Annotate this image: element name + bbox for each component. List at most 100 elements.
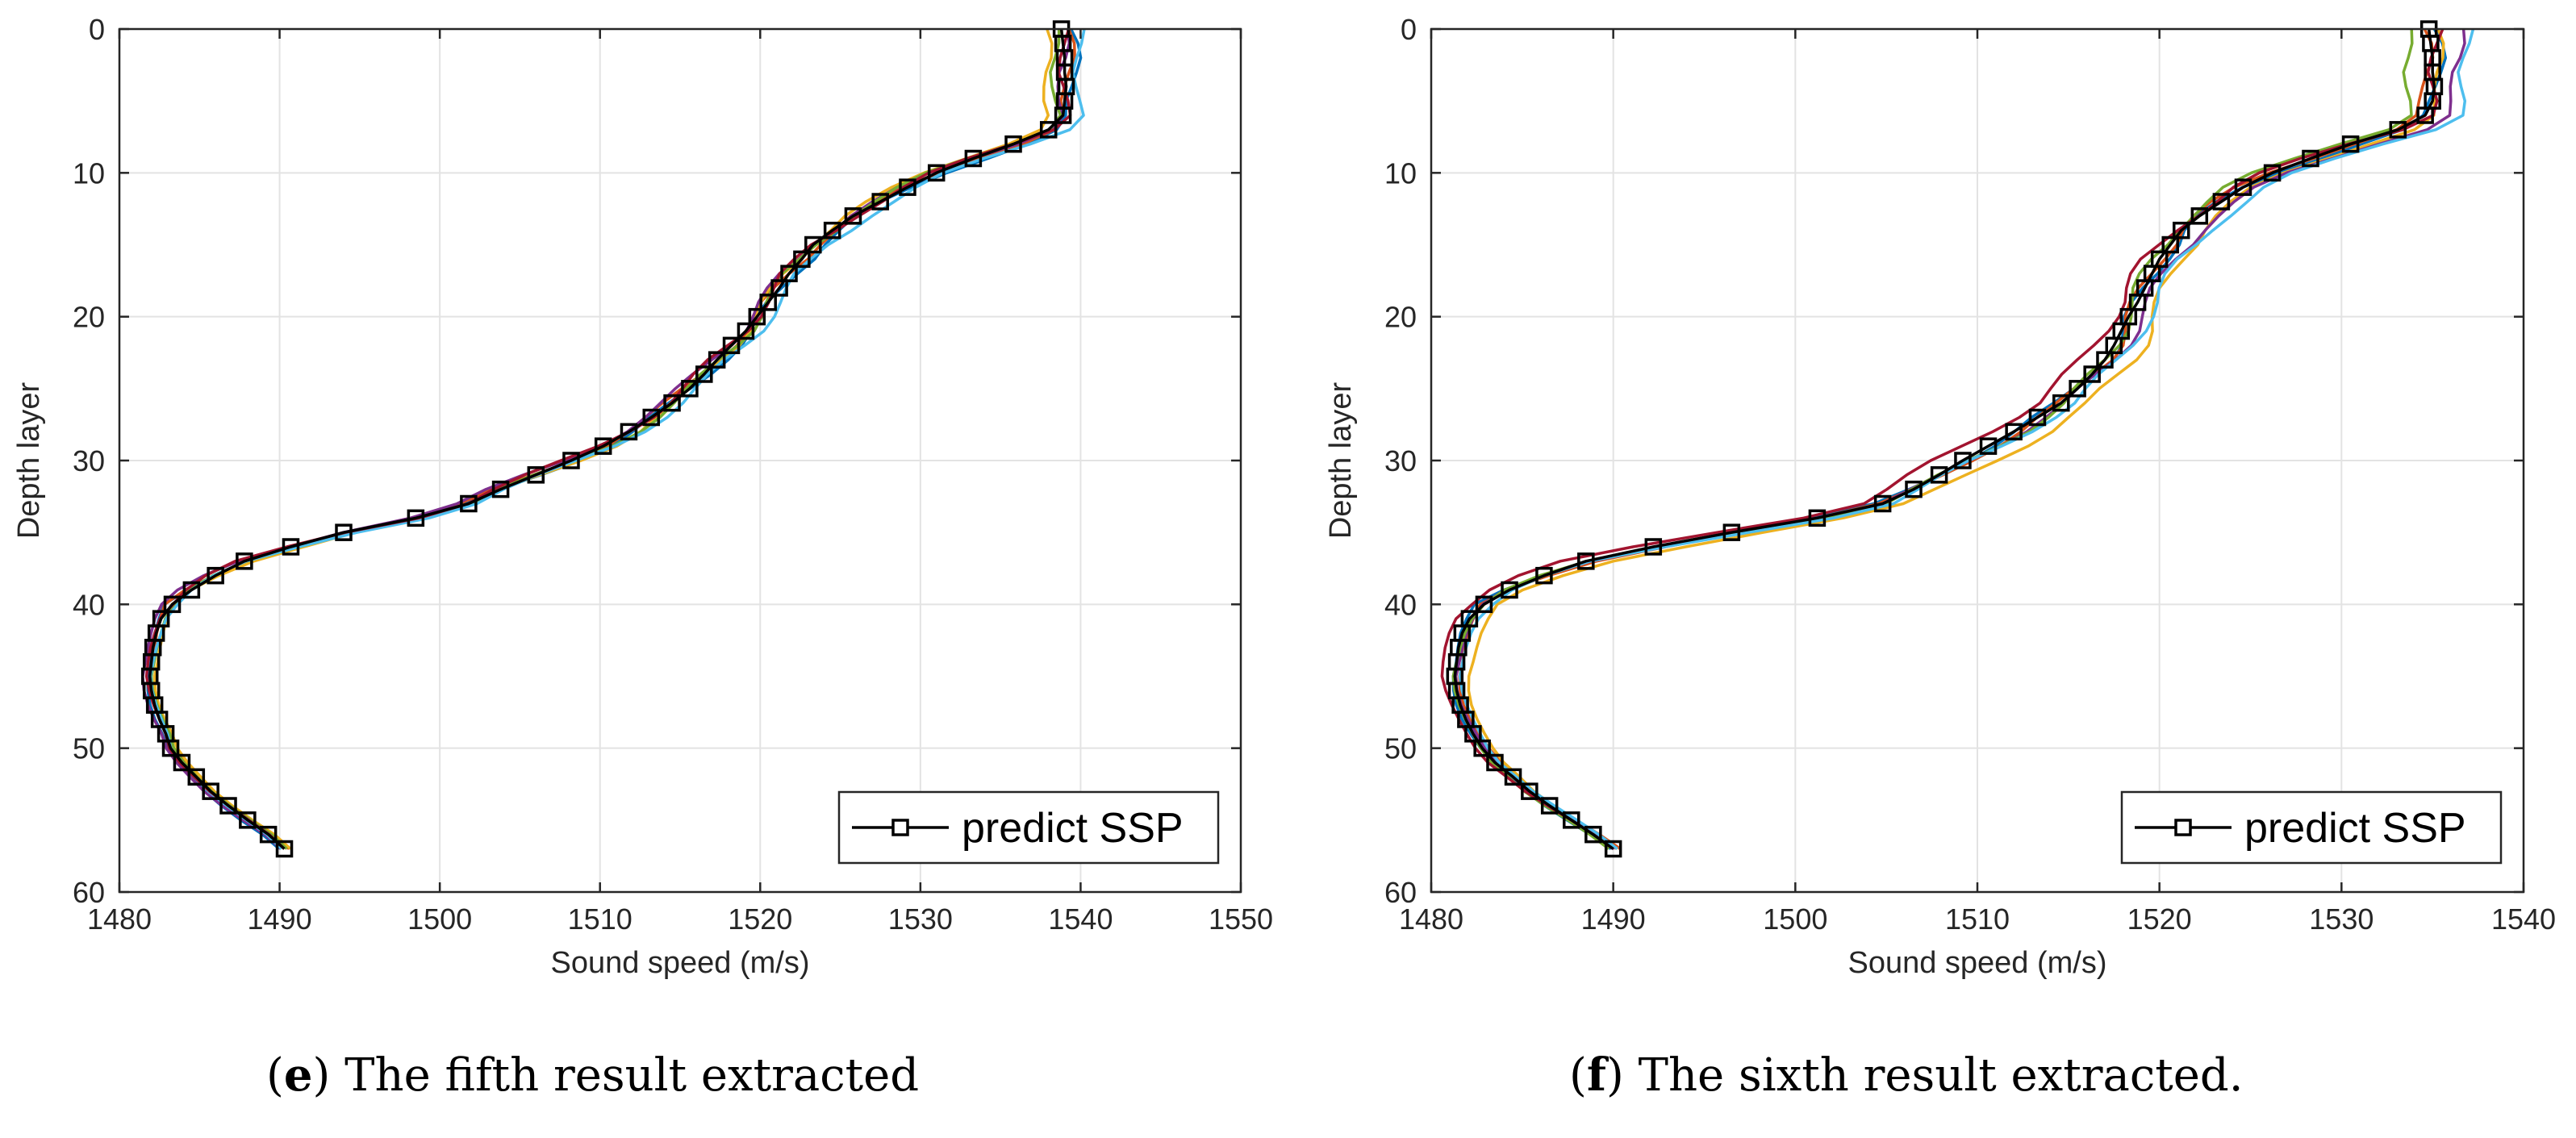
predict-ssp-marker xyxy=(187,768,206,786)
predict-ssp-marker xyxy=(202,782,219,800)
predict-ssp-marker xyxy=(663,394,681,412)
predict-ssp-marker xyxy=(275,840,294,858)
y-tick-label: 60 xyxy=(1384,876,1417,909)
predict-ssp-marker xyxy=(927,164,946,182)
predict-ssp-marker xyxy=(2161,236,2179,254)
predict-ssp-marker xyxy=(2052,394,2070,412)
predict-ssp-marker xyxy=(2069,380,2086,398)
predict-ssp-marker xyxy=(681,380,699,398)
legend-label: predict SSP xyxy=(2244,805,2466,852)
x-tick-label: 1480 xyxy=(1399,902,1463,936)
y-tick-label: 40 xyxy=(1384,588,1417,621)
predict-ssp-marker xyxy=(1475,595,1493,614)
predict-ssp-marker xyxy=(1954,452,1972,469)
predict-ssp-marker xyxy=(823,221,841,240)
x-tick-label: 1480 xyxy=(87,902,152,936)
predict-ssp-marker xyxy=(1584,825,1602,844)
y-tick-label: 10 xyxy=(1384,156,1417,190)
predict-ssp-marker xyxy=(804,236,822,254)
x-tick-label: 1520 xyxy=(728,902,792,936)
x-tick-label: 1500 xyxy=(1763,902,1827,936)
y-tick-label: 50 xyxy=(1384,732,1417,765)
predict-ssp-marker xyxy=(1905,480,1923,498)
x-axis-label: Sound speed (m/s) xyxy=(1847,946,2106,980)
y-tick-label: 20 xyxy=(73,301,105,334)
predict-ssp-marker xyxy=(282,538,300,556)
chart-e: 1480 1490 1500 1510 1520 1530 1540 1550 0 10 20 30 4… xyxy=(12,13,1273,980)
y-axis-label: Depth layer xyxy=(1324,381,1358,539)
x-tick-label: 1530 xyxy=(2309,902,2374,936)
predict-ssp-marker xyxy=(2234,178,2252,196)
legend-label: predict SSP xyxy=(962,805,1184,852)
predict-ssp-marker xyxy=(780,265,798,282)
predict-ssp-marker xyxy=(1808,509,1827,527)
legend-box xyxy=(2120,790,2503,865)
y-tick-label: 10 xyxy=(73,156,105,190)
y-tick-label: 0 xyxy=(1401,13,1417,46)
predict-ssp-marker xyxy=(1644,538,1663,556)
predict-ssp-marker xyxy=(259,825,278,844)
y-tick-label: 20 xyxy=(1384,301,1417,334)
predict-ssp-marker xyxy=(1054,106,1072,124)
predict-ssp-marker xyxy=(2302,149,2319,168)
predict-ssp-marker xyxy=(2096,351,2114,369)
chart-f: 1480 1490 1500 1510 1520 1530 1540 0 10 20 30 40 50 6… xyxy=(1324,13,2556,980)
predict-ssp-marker xyxy=(2105,336,2123,355)
predict-ssp-marker xyxy=(899,178,916,196)
predict-ssp-marker xyxy=(460,494,478,513)
predict-ssp-marker xyxy=(1979,437,1998,455)
x-tick-label: 1530 xyxy=(888,902,953,936)
predict-ssp-marker xyxy=(1604,840,1622,858)
predict-ssp-marker xyxy=(2005,423,2023,441)
caption-f: (f) The sixth result extracted. xyxy=(1569,1048,2244,1102)
predict-ssp-marker xyxy=(1930,466,1948,484)
legend-marker xyxy=(891,819,909,836)
predict-ssp-marker xyxy=(1004,135,1022,153)
predict-ssp-marker xyxy=(335,523,353,541)
predict-ssp-marker xyxy=(642,408,661,427)
predict-ssp-marker xyxy=(2128,294,2147,311)
predict-ssp-marker xyxy=(407,509,425,527)
predict-ssp-marker xyxy=(770,279,788,297)
predict-ssp-marker xyxy=(2028,408,2047,427)
x-tick-label: 1490 xyxy=(1581,902,1646,936)
predict-ssp-marker xyxy=(2190,207,2209,225)
predict-ssp-marker xyxy=(1722,523,1741,541)
predict-ssp-marker xyxy=(1486,753,1504,772)
y-tick-label: 30 xyxy=(73,444,105,477)
x-tick-label: 1500 xyxy=(407,902,472,936)
y-tick-label: 50 xyxy=(73,732,105,765)
predict-ssp-marker xyxy=(491,480,510,498)
predict-ssp-marker xyxy=(1473,739,1491,757)
caption-text: The sixth result extracted. xyxy=(1623,1049,2244,1102)
predict-ssp-marker xyxy=(759,294,777,311)
predict-ssp-marker xyxy=(219,797,237,815)
legend-marker xyxy=(2174,819,2192,836)
predict-ssp-marker xyxy=(844,207,862,225)
predict-ssp-marker xyxy=(1039,121,1058,139)
predict-ssp-marker xyxy=(527,466,545,484)
predict-ssp-marker xyxy=(239,811,257,829)
predict-ssp-marker xyxy=(236,552,253,570)
x-tick-label: 1540 xyxy=(1048,902,1113,936)
predict-ssp-marker xyxy=(748,307,766,326)
predict-ssp-marker xyxy=(161,739,180,757)
caption-text: The fifth result extracted xyxy=(330,1049,920,1102)
predict-ssp-marker xyxy=(1464,725,1482,743)
y-tick-label: 60 xyxy=(73,876,105,909)
x-tick-label: 1510 xyxy=(568,902,633,936)
caption-letter: f xyxy=(1586,1048,1606,1102)
predict-ssp-marker xyxy=(182,581,201,599)
predict-ssp-marker xyxy=(207,566,224,585)
x-tick-label: 1520 xyxy=(2127,902,2192,936)
predict-ssp-marker xyxy=(594,437,612,455)
predict-ssp-marker xyxy=(871,193,889,211)
predict-ssp-marker xyxy=(695,365,713,383)
predict-ssp-marker xyxy=(708,351,726,369)
x-axis-label: Sound speed (m/s) xyxy=(550,946,809,980)
predict-ssp-marker xyxy=(737,322,755,340)
predict-ssp-marker xyxy=(2341,135,2360,153)
predict-ssp-marker xyxy=(793,250,811,269)
caption-e: (e) The fifth result extracted xyxy=(266,1048,920,1102)
